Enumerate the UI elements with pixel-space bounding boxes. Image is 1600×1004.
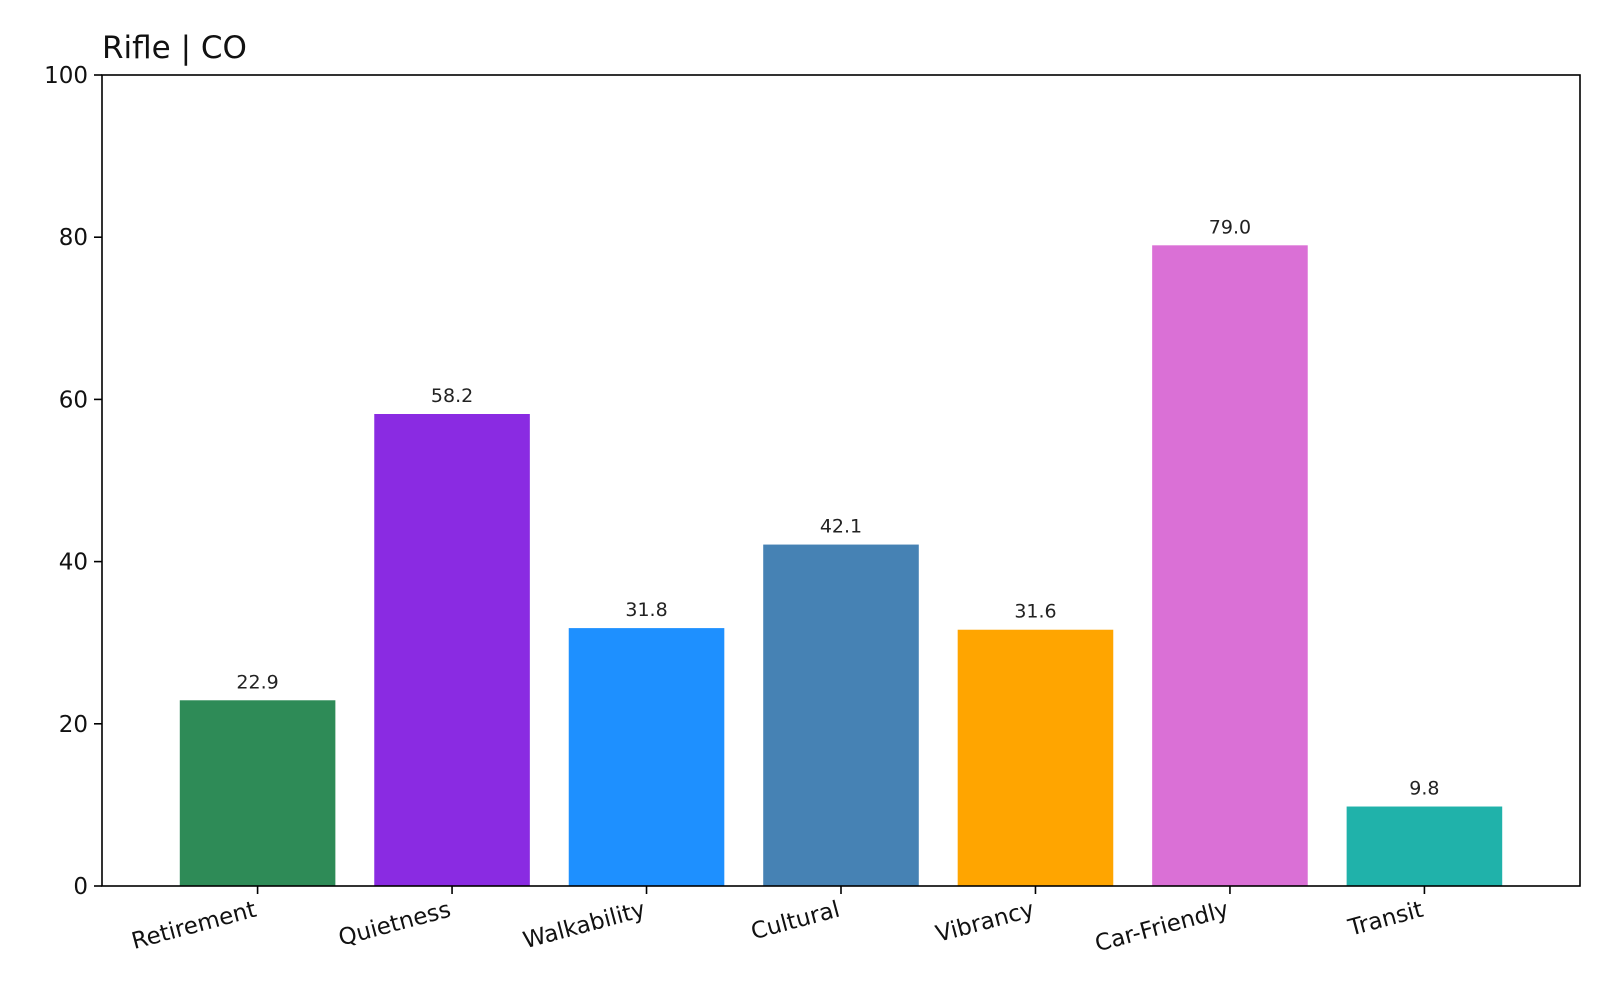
bar-value-label: 31.8 — [625, 599, 667, 621]
bars — [179, 245, 1503, 886]
bar — [374, 413, 530, 886]
x-tick-label: Walkability — [520, 897, 648, 955]
y-tick-label: 60 — [59, 387, 88, 413]
plot-frame — [101, 74, 1581, 887]
x-tick-label: Cultural — [748, 897, 842, 946]
y-tick-label: 0 — [73, 874, 88, 900]
x-axis: Retirement Quietness Walkability Cultural Vi… — [129, 886, 1426, 957]
x-tick-label: Vibrancy — [933, 897, 1037, 948]
bar — [763, 544, 919, 886]
bar-value-label: 58.2 — [431, 385, 473, 407]
y-tick-label: 80 — [59, 225, 88, 251]
x-tick-label: Car-Friendly — [1092, 897, 1231, 958]
bar-value-label: 31.6 — [1014, 601, 1056, 623]
bar — [1346, 806, 1503, 886]
y-tick-label: 20 — [59, 712, 88, 738]
x-tick-label: Retirement — [129, 897, 259, 955]
bar-value-label: 22.9 — [236, 671, 278, 693]
bar — [179, 700, 336, 886]
bar — [957, 629, 1114, 886]
bar — [1152, 245, 1308, 886]
data-labels: 22.9 58.2 31.8 42.1 31.6 79.0 9.8 — [236, 216, 1439, 799]
bar-value-label: 42.1 — [820, 516, 862, 538]
bar-value-label: 79.0 — [1209, 216, 1251, 238]
y-axis: 0 20 40 60 80 100 — [44, 63, 102, 900]
bar-value-label: 9.8 — [1409, 778, 1439, 800]
bar — [568, 628, 725, 886]
x-tick-label: Quietness — [336, 897, 454, 952]
chart-title: Rifle | CO — [102, 30, 247, 66]
y-tick-label: 40 — [59, 550, 88, 576]
y-tick-label: 100 — [44, 63, 88, 89]
x-tick-label: Transit — [1345, 897, 1426, 942]
